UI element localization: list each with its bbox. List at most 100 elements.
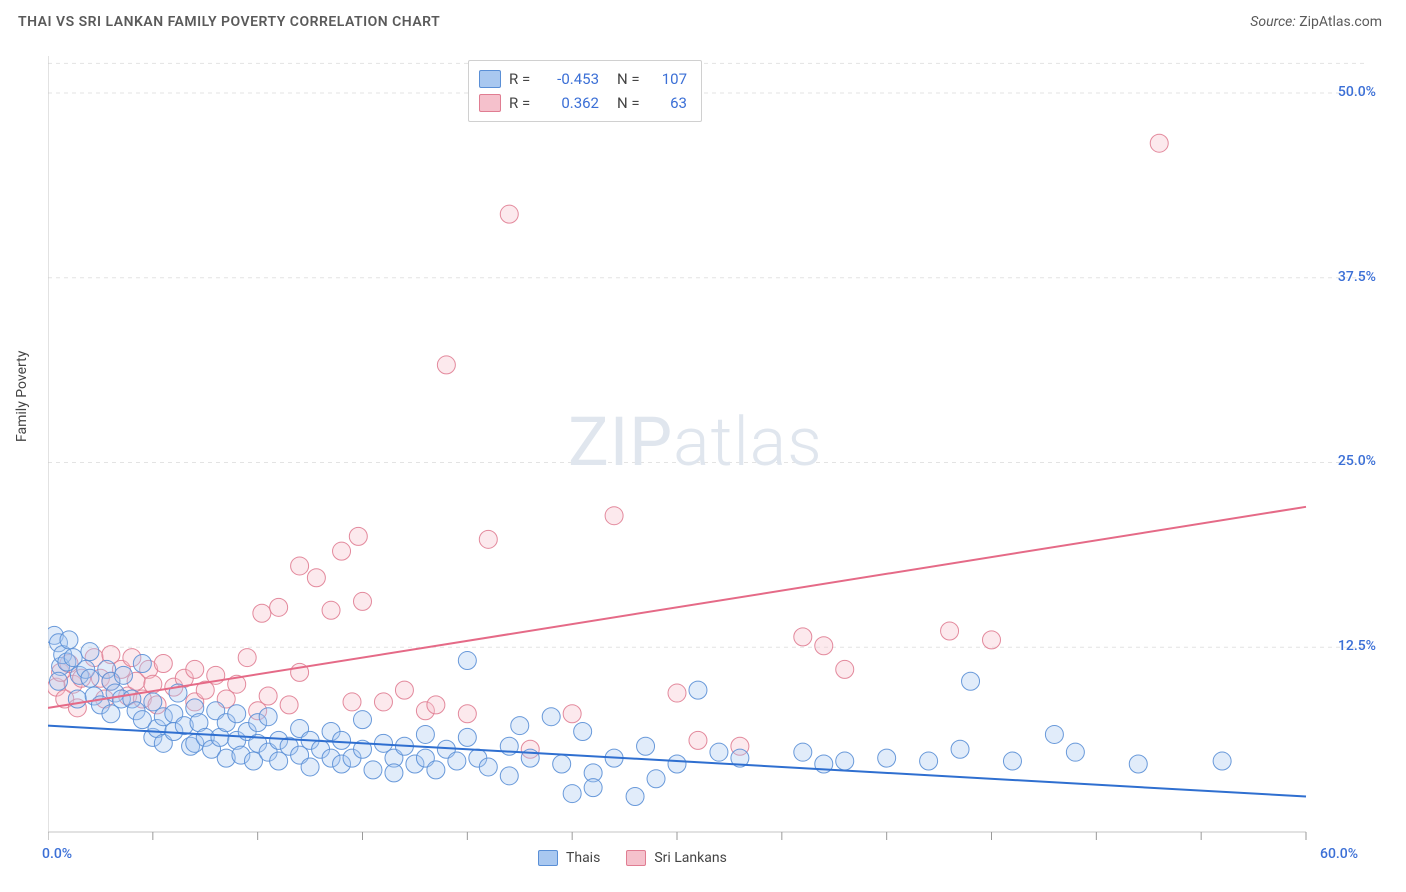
data-point — [1129, 755, 1147, 773]
data-point — [584, 779, 602, 797]
data-point — [563, 705, 581, 723]
data-point — [637, 737, 655, 755]
data-point — [710, 743, 728, 761]
n-label: N = — [617, 94, 645, 112]
data-point — [301, 758, 319, 776]
data-point — [511, 717, 529, 735]
swatch-thais — [538, 850, 558, 866]
n-value-srilankans: 63 — [653, 94, 687, 112]
data-point — [333, 542, 351, 560]
data-point — [1150, 134, 1168, 152]
data-point — [259, 708, 277, 726]
data-point — [962, 672, 980, 690]
chart-title: THAI VS SRI LANKAN FAMILY POVERTY CORREL… — [18, 14, 440, 30]
data-point — [238, 649, 256, 667]
data-point — [307, 569, 325, 587]
data-point — [574, 722, 592, 740]
swatch-srilankans — [626, 850, 646, 866]
legend-item-srilankans: Sri Lankans — [626, 850, 727, 866]
data-point — [647, 770, 665, 788]
correlation-legend: R = -0.453 N = 107 R = 0.362 N = 63 — [468, 60, 702, 122]
r-value-thais: -0.453 — [543, 70, 599, 88]
data-point — [374, 693, 392, 711]
data-point — [500, 205, 518, 223]
data-point — [60, 631, 78, 649]
source-value: ZipAtlas.com — [1299, 14, 1382, 30]
data-point — [878, 749, 896, 767]
data-point — [626, 788, 644, 806]
data-point — [354, 711, 372, 729]
data-point — [689, 681, 707, 699]
data-point — [349, 527, 367, 545]
legend-item-thais: Thais — [538, 850, 600, 866]
data-point — [951, 740, 969, 758]
swatch-thais — [479, 70, 501, 88]
data-point — [500, 767, 518, 785]
y-axis-label: Family Poverty — [14, 351, 30, 442]
data-point — [364, 761, 382, 779]
data-point — [542, 708, 560, 726]
scatter-chart — [48, 42, 1388, 882]
header: THAI VS SRI LANKAN FAMILY POVERTY CORREL… — [0, 0, 1406, 36]
data-point — [270, 598, 288, 616]
y-tick-label: 50.0% — [1316, 84, 1376, 100]
data-point — [605, 507, 623, 525]
data-point — [563, 785, 581, 803]
data-point — [668, 755, 686, 773]
data-point — [291, 557, 309, 575]
data-point — [941, 622, 959, 640]
data-point — [689, 731, 707, 749]
data-point — [479, 530, 497, 548]
legend-label-thais: Thais — [566, 850, 600, 866]
chart-area: Family Poverty ZIPatlas R = -0.453 N = 1… — [48, 42, 1388, 842]
n-label: N = — [617, 70, 645, 88]
data-point — [479, 758, 497, 776]
data-point — [354, 592, 372, 610]
data-point — [333, 731, 351, 749]
data-point — [836, 660, 854, 678]
data-point — [794, 628, 812, 646]
data-point — [133, 654, 151, 672]
data-point — [668, 684, 686, 702]
data-point — [259, 687, 277, 705]
data-point — [186, 660, 204, 678]
legend-label-srilankans: Sri Lankans — [654, 850, 727, 866]
data-point — [49, 672, 67, 690]
x-tick-label: 60.0% — [1320, 846, 1358, 862]
data-point — [81, 669, 99, 687]
data-point — [1066, 743, 1084, 761]
data-point — [1213, 752, 1231, 770]
source-label: Source: — [1250, 14, 1295, 30]
r-value-srilankans: 0.362 — [543, 94, 599, 112]
data-point — [836, 752, 854, 770]
data-point — [553, 755, 571, 773]
data-point — [448, 752, 466, 770]
data-point — [1045, 725, 1063, 743]
source: Source: ZipAtlas.com — [1250, 14, 1382, 30]
data-point — [253, 604, 271, 622]
data-point — [437, 356, 455, 374]
data-point — [458, 705, 476, 723]
data-point — [114, 666, 132, 684]
series-legend: Thais Sri Lankans — [538, 850, 727, 866]
x-tick-label: 0.0% — [42, 846, 72, 862]
legend-row-thais: R = -0.453 N = 107 — [479, 67, 687, 91]
n-value-thais: 107 — [653, 70, 687, 88]
swatch-srilankans — [479, 94, 501, 112]
data-point — [395, 681, 413, 699]
data-point — [427, 761, 445, 779]
r-label: R = — [509, 70, 535, 88]
data-point — [983, 631, 1001, 649]
y-tick-label: 37.5% — [1316, 269, 1376, 285]
data-point — [920, 752, 938, 770]
data-point — [794, 743, 812, 761]
legend-row-srilankans: R = 0.362 N = 63 — [479, 91, 687, 115]
data-point — [322, 601, 340, 619]
y-tick-label: 25.0% — [1316, 453, 1376, 469]
y-tick-label: 12.5% — [1316, 638, 1376, 654]
data-point — [385, 764, 403, 782]
data-point — [458, 728, 476, 746]
data-point — [68, 690, 86, 708]
data-point — [280, 696, 298, 714]
r-label: R = — [509, 94, 535, 112]
